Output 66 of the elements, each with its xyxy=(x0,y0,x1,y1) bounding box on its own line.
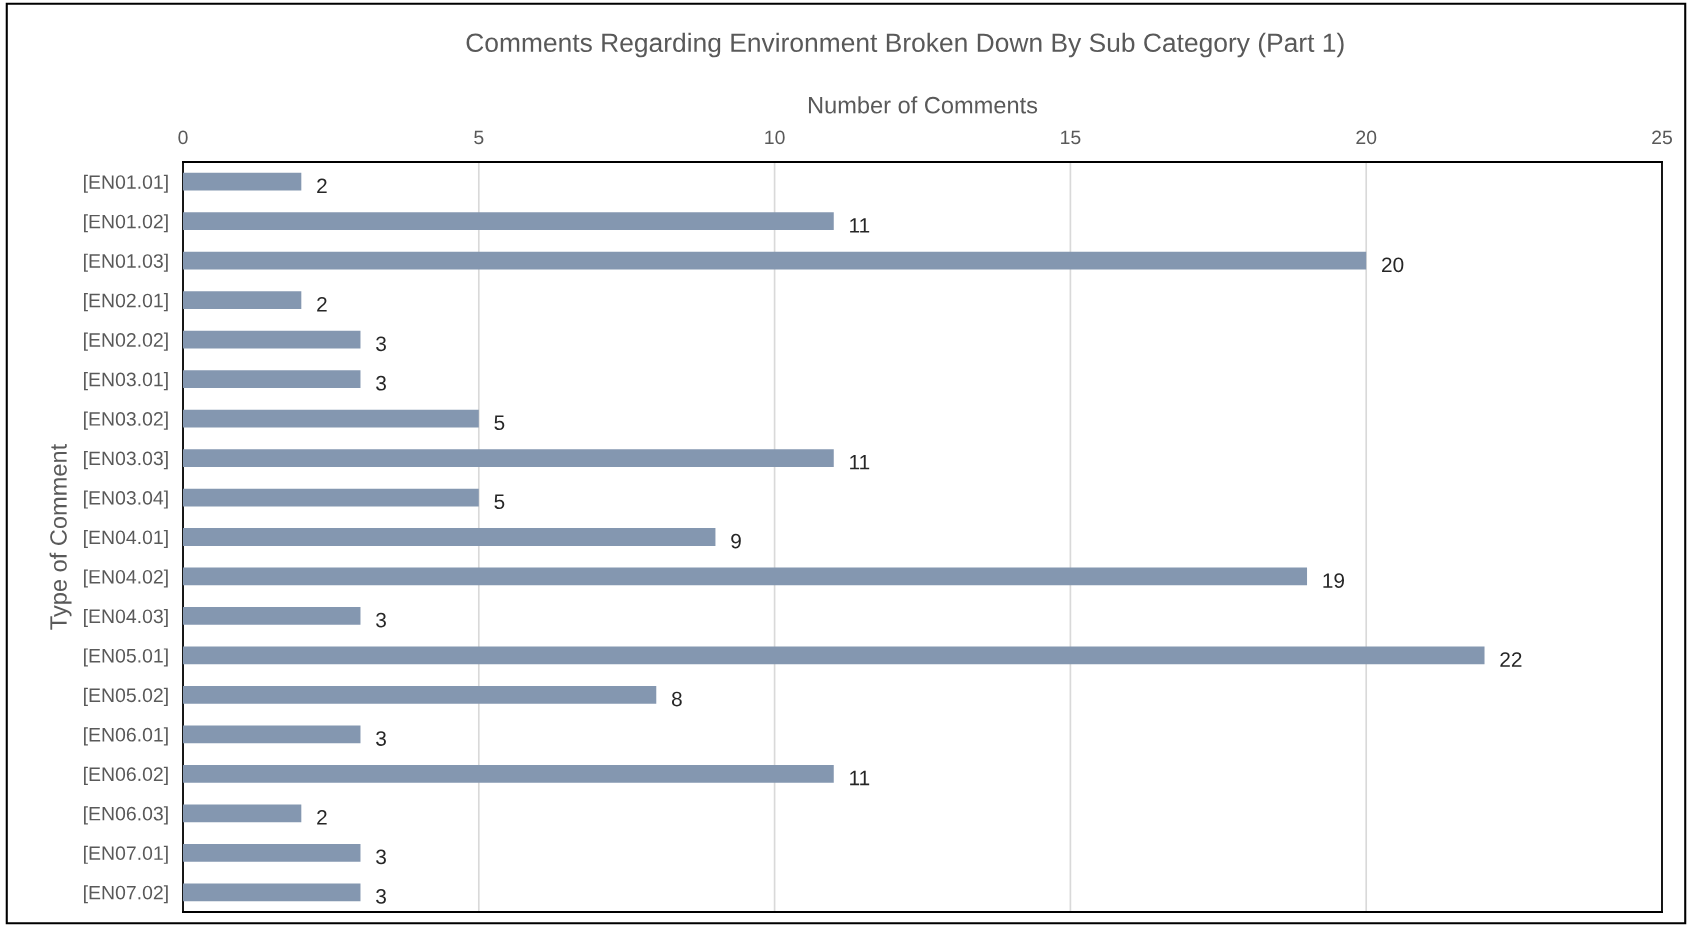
bar xyxy=(183,488,479,507)
y-tick-label: [EN01.02] xyxy=(84,214,168,233)
bar xyxy=(183,843,361,862)
y-tick-label: [EN02.02] xyxy=(84,332,168,351)
data-label: 20 xyxy=(1382,257,1404,273)
bar xyxy=(183,567,1308,586)
bar xyxy=(183,646,1485,665)
bar xyxy=(183,409,479,428)
data-label: 2 xyxy=(317,810,327,825)
data-label: 3 xyxy=(376,612,386,628)
y-tick-label: [EN05.01] xyxy=(84,648,168,667)
bar xyxy=(183,528,716,546)
bar xyxy=(183,607,361,625)
y-tick-label: [EN03.03] xyxy=(84,451,168,470)
y-tick-label: [EN03.01] xyxy=(84,372,168,391)
y-tick-label: [EN06.03] xyxy=(84,806,168,825)
y-tick-label: [EN03.04] xyxy=(84,490,168,509)
bar xyxy=(183,804,302,823)
y-tick-label: [EN01.03] xyxy=(84,253,168,272)
data-label: 19 xyxy=(1323,573,1345,588)
bar xyxy=(183,291,302,310)
y-tick-label: [EN01.01] xyxy=(84,174,168,193)
y-tick-label: [EN06.02] xyxy=(84,766,168,785)
x-tick-label: 25 xyxy=(1652,130,1672,145)
bar xyxy=(183,370,361,388)
bar xyxy=(183,883,361,902)
y-tick-label: [EN04.03] xyxy=(84,608,168,628)
data-label: 5 xyxy=(494,494,505,510)
chart-title: Comments Regarding Environment Broken Down By Sub Category (Part 1) xyxy=(466,32,1344,58)
data-label: 3 xyxy=(376,336,386,352)
y-tick-label: [EN07.01] xyxy=(84,845,168,864)
data-label: 3 xyxy=(376,375,386,391)
data-label: 3 xyxy=(376,849,386,865)
y-axis-title: Type of Comment xyxy=(49,443,72,630)
data-label: 3 xyxy=(376,731,386,746)
bar xyxy=(183,212,834,231)
data-label: 22 xyxy=(1500,652,1522,667)
y-tick-label: [EN02.01] xyxy=(84,293,168,312)
data-label: 11 xyxy=(850,455,870,470)
data-label: 11 xyxy=(850,770,870,786)
bar xyxy=(183,449,834,467)
bar xyxy=(183,330,361,349)
bar xyxy=(183,764,834,783)
y-tick-label: [EN04.02] xyxy=(84,569,168,588)
x-tick-label: 20 xyxy=(1356,130,1377,145)
x-tick-label: 10 xyxy=(765,130,785,145)
bar xyxy=(183,725,361,744)
data-label: 11 xyxy=(850,218,870,233)
y-tick-label: [EN07.02] xyxy=(84,885,168,904)
data-label: 3 xyxy=(376,889,386,904)
x-axis-title: Number of Comments xyxy=(808,96,1038,114)
bar xyxy=(183,686,657,704)
bar xyxy=(183,172,302,191)
y-tick-label: [EN05.02] xyxy=(84,687,168,706)
y-tick-label: [EN06.01] xyxy=(84,727,168,746)
y-tick-label: [EN03.02] xyxy=(84,411,168,430)
bar xyxy=(183,251,1367,270)
x-tick-label: 5 xyxy=(474,130,484,145)
x-tick-label: 15 xyxy=(1061,130,1081,145)
data-label: 8 xyxy=(671,691,682,707)
data-label: 2 xyxy=(317,296,327,312)
data-label: 2 xyxy=(317,178,327,194)
data-label: 5 xyxy=(494,415,505,431)
x-tick-label: 0 xyxy=(178,130,188,145)
y-tick-label: [EN04.01] xyxy=(84,529,168,549)
data-label: 9 xyxy=(731,533,741,549)
